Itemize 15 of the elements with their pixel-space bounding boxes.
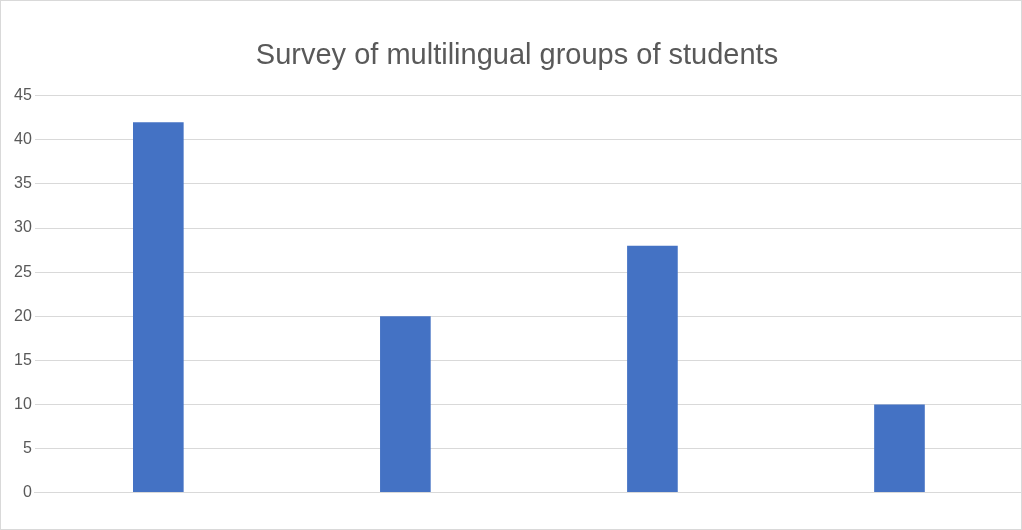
bar bbox=[380, 316, 431, 493]
y-tick-label: 40 bbox=[14, 130, 32, 148]
y-tick-label: 0 bbox=[22, 483, 32, 501]
y-tick-label: 25 bbox=[14, 262, 32, 280]
y-tick-label: 10 bbox=[14, 394, 32, 412]
y-tick-label: 15 bbox=[14, 350, 32, 368]
y-tick-label: 35 bbox=[14, 174, 32, 192]
bar bbox=[133, 122, 184, 493]
y-tick-label: 30 bbox=[14, 218, 32, 236]
chart-title: Survey of multilingual groups of students bbox=[255, 38, 779, 71]
bar bbox=[627, 245, 678, 493]
y-tick-label: 20 bbox=[14, 306, 32, 324]
y-tick-label: 5 bbox=[22, 438, 32, 456]
y-tick-label: 45 bbox=[14, 86, 32, 104]
bar bbox=[874, 404, 925, 493]
